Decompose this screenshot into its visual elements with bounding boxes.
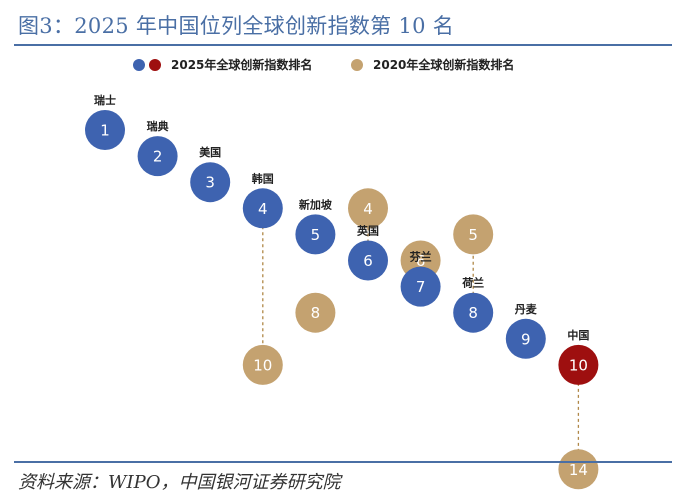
rank-2025-label: 2 (153, 148, 163, 166)
rank-2025-label: 7 (416, 278, 426, 296)
rank-2020-label: 10 (253, 356, 272, 374)
rank-2025-label: 6 (363, 252, 373, 270)
legend-2025: 2025年全球创新指数排名 (133, 56, 312, 73)
rank-2020-circle (558, 449, 599, 490)
legend-dot-tan (351, 58, 363, 71)
rank-2025-label: 10 (569, 356, 588, 374)
rank-2020-label: 4 (363, 200, 373, 218)
rank-2025-circle (505, 318, 546, 359)
rank-2025-circle (558, 344, 599, 385)
rank-2025-circle (85, 110, 125, 150)
rank-2025-label: 9 (521, 330, 531, 348)
rank-2025-label: 8 (468, 304, 478, 322)
legend-dot-blue (133, 58, 145, 71)
rank-2025-label: 5 (311, 226, 321, 244)
rank-2025-circle (453, 292, 494, 333)
country-label: 中国 (567, 328, 589, 342)
rank-2025-circle (400, 266, 441, 307)
country-label: 英国 (356, 224, 379, 238)
country-label: 荷兰 (461, 276, 484, 290)
rank-2020-circle (453, 214, 494, 255)
rank-2020-circle (348, 188, 388, 229)
country-label: 芬兰 (409, 250, 432, 264)
rank-2025-label: 4 (258, 200, 268, 218)
rank-2025-label: 3 (205, 174, 215, 192)
country-label: 丹麦 (515, 302, 538, 316)
rank-2020-label: 6 (416, 252, 426, 270)
rank-2020-label: 14 (569, 461, 588, 479)
rank-2020-circle (295, 292, 336, 333)
rank-2025-circle (190, 162, 231, 203)
rank-2025-circle (295, 214, 336, 255)
title-rule (14, 44, 672, 46)
rank-2025-circle (242, 188, 283, 229)
rank-2020-circle (242, 344, 283, 385)
rank-2020-label: 5 (468, 226, 478, 244)
legend-dot-red (149, 58, 161, 71)
rank-2020-label: 8 (311, 304, 321, 322)
country-label: 新加坡 (299, 197, 333, 211)
country-label: 瑞士 (94, 93, 116, 107)
legend-2020: 2020年全球创新指数排名 (351, 56, 514, 73)
legend-label-2025: 2025年全球创新指数排名 (171, 58, 313, 72)
source-rule (14, 461, 672, 463)
country-label: 美国 (199, 145, 221, 159)
rank-2025-label: 1 (100, 122, 110, 140)
legend-label-2020: 2020年全球创新指数排名 (373, 58, 515, 72)
rank-2025-circle (137, 136, 178, 177)
rank-2025-circle (348, 240, 388, 281)
source-note: 资料来源：WIPO，中国银河证券研究院 (18, 472, 341, 493)
figure-title: 图3：2025 年中国位列全球创新指数第 10 名 (18, 14, 455, 38)
country-label: 瑞典 (147, 119, 169, 133)
country-label: 韩国 (252, 171, 274, 185)
